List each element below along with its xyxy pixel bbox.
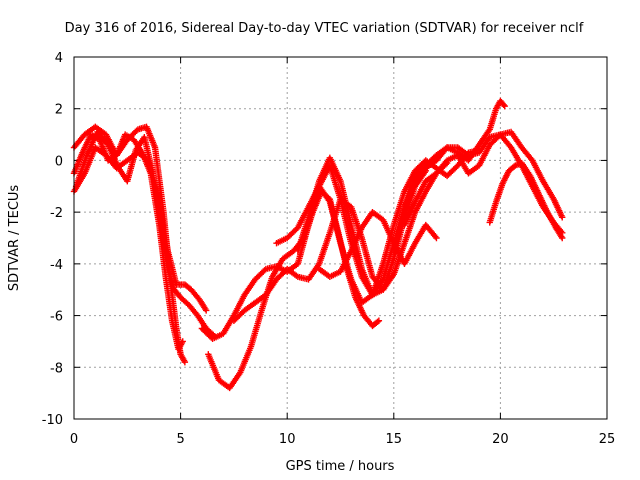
data-point: [559, 234, 566, 242]
y-tick-label: 0: [55, 154, 63, 169]
grid: [74, 57, 607, 419]
y-tick-label: -2: [50, 206, 63, 221]
data-point: [500, 101, 507, 109]
plot-frame: [73, 56, 608, 420]
x-tick-label: 10: [279, 432, 296, 447]
data-points: [70, 97, 566, 392]
data-point: [181, 358, 189, 366]
x-tick-label: 5: [176, 432, 184, 447]
series-sat-k: [401, 128, 566, 229]
x-tick-label: 20: [492, 432, 509, 447]
y-tick-label: -4: [50, 258, 63, 273]
data-point: [559, 214, 566, 221]
y-tick-label: 4: [55, 51, 63, 66]
x-axis-label: GPS time / hours: [286, 459, 395, 474]
y-tick-label: -10: [42, 413, 63, 428]
series-sat-j: [315, 208, 440, 280]
series-sat-d: [72, 128, 218, 340]
x-tick-label: 15: [386, 432, 403, 447]
y-axis-label: SDTVAR / TECUs: [7, 185, 22, 292]
data-point: [375, 317, 383, 324]
data-point: [179, 338, 186, 345]
data-point: [501, 102, 508, 110]
x-tick-label: 25: [599, 432, 616, 447]
data-point: [202, 307, 210, 314]
y-tick-label: -6: [50, 310, 63, 325]
data-point: [374, 318, 381, 325]
chart-title: Day 316 of 2016, Sidereal Day-to-day VTE…: [65, 21, 584, 36]
data-point: [433, 234, 440, 242]
y-tick-label: -8: [50, 361, 63, 376]
series-sat-m: [486, 159, 566, 242]
tick-labels: 0 5 10 15 20 25 -10 -8 -6 -4 -2 0 2 4: [42, 51, 616, 447]
series-sat-c: [70, 144, 210, 314]
series-sat-l: [390, 131, 566, 255]
x-tick-label: 0: [70, 432, 78, 447]
y-tick-label: 2: [55, 103, 63, 118]
